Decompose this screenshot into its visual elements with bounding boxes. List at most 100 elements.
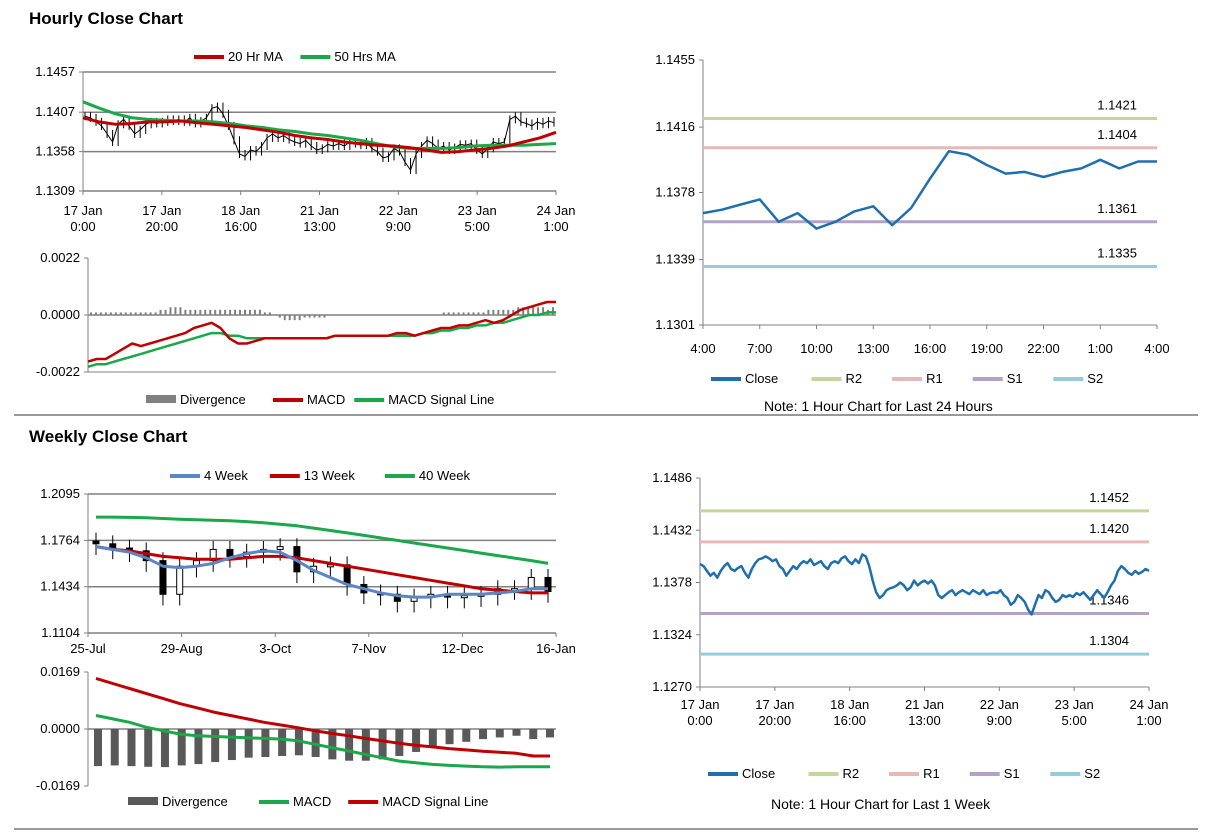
divergence-bar: [308, 315, 311, 318]
series-13-week: [95, 545, 548, 595]
x-tick-label: 20:00: [146, 219, 179, 234]
y-tick-label: 1.1432: [652, 522, 692, 537]
divergence-bar: [129, 312, 132, 315]
x-tick-label: 17 Jan: [755, 697, 794, 712]
legend-swatch: [146, 395, 176, 403]
divergence-bar: [479, 729, 488, 740]
y-tick-label: 1.1104: [41, 625, 80, 640]
divergence-bar: [407, 315, 410, 316]
divergence-bar: [552, 307, 554, 315]
level-r2-label: 1.1452: [1089, 490, 1129, 505]
divergence-bar: [288, 315, 291, 321]
y-tick-label: 1.1358: [35, 144, 75, 159]
x-tick-label: 1:00: [1136, 713, 1161, 728]
divergence-bar: [497, 309, 500, 315]
divergence-bar: [127, 729, 136, 767]
divergence-bar: [229, 309, 232, 315]
x-tick-label: 12-Dec: [441, 641, 483, 656]
divergence-bar: [209, 309, 212, 315]
divergence-bar: [502, 309, 505, 315]
y-tick-label: 1.1764: [40, 532, 80, 547]
legend-label: R1: [926, 371, 943, 386]
x-tick-label: 18 Jan: [830, 697, 869, 712]
macd-signal-line: [95, 676, 550, 758]
x-tick-label: 23 Jan: [458, 203, 497, 218]
divergence-bar: [160, 729, 169, 768]
divergence-bar: [90, 312, 92, 315]
x-tick-label: 9:00: [386, 219, 411, 234]
divergence-bar: [174, 307, 177, 315]
divergence-bar: [537, 307, 540, 315]
divergence-bar: [194, 729, 203, 765]
y-tick-label: 1.1416: [655, 119, 695, 134]
x-tick-label: 22 Jan: [980, 697, 1019, 712]
weekly-candle-body: [159, 560, 167, 595]
divergence-bar: [144, 312, 147, 315]
divergence-bar: [482, 312, 485, 315]
series-20hr-ma: [82, 116, 557, 154]
divergence-bar: [219, 309, 222, 315]
hourly-section-title: Hourly Close Chart: [29, 9, 183, 28]
y-tick-label: 0.0169: [40, 664, 80, 679]
legend-label: R2: [843, 766, 860, 781]
x-tick-label: 24 Jan: [1129, 697, 1168, 712]
legend-label: S1: [1004, 766, 1020, 781]
hourly-macd-chart: 0.0022 0.0000 -0.0022 Divergence MACD MACD Si…: [36, 250, 556, 407]
divergence-bar: [268, 312, 271, 315]
divergence-bar: [467, 312, 470, 315]
section-divider: [14, 414, 1198, 416]
divergence-bar: [428, 729, 437, 748]
close-series-line: [699, 553, 1150, 616]
y-tick-label: 1.1301: [655, 317, 695, 332]
divergence-bar: [199, 309, 202, 315]
divergence-bar: [432, 315, 435, 316]
level-s2-label: 1.1335: [1097, 245, 1137, 260]
weekly-candle-body: [109, 543, 117, 549]
divergence-bar: [358, 315, 361, 316]
legend-label: 13 Week: [304, 468, 356, 483]
divergence-bar: [378, 315, 381, 316]
y-tick-label: -0.0169: [36, 778, 80, 793]
y-tick-label: 1.1339: [655, 252, 695, 267]
divergence-bar: [328, 729, 337, 760]
divergence-bar: [258, 309, 261, 315]
divergence-bar: [211, 729, 220, 763]
x-tick-label: 16:00: [914, 341, 947, 356]
divergence-bar: [532, 307, 535, 315]
hourly-levels-chart: 1.1455 1.1416 1.1378 1.1339 1.1301 4:00 7:00 10…: [655, 52, 1169, 386]
level-r2-label: 1.1421: [1097, 98, 1137, 113]
divergence-bar: [546, 729, 554, 738]
divergence-bar: [427, 315, 430, 316]
divergence-bar: [462, 312, 465, 315]
divergence-bar: [462, 729, 471, 742]
legend-label: S2: [1087, 371, 1103, 386]
legend-label: Divergence: [162, 794, 228, 809]
divergence-bar: [398, 315, 400, 316]
divergence-bar: [363, 315, 366, 316]
divergence-bar: [244, 309, 246, 315]
level-r1-label: 1.1404: [1097, 127, 1137, 142]
x-tick-label: 16-Jan: [536, 641, 576, 656]
divergence-bar: [244, 729, 253, 758]
divergence-bar: [248, 309, 251, 315]
divergence-bar: [507, 309, 510, 315]
divergence-bar: [457, 312, 460, 315]
weekly-candle-body: [92, 540, 100, 545]
legend-label: Divergence: [180, 392, 246, 407]
divergence-bar: [328, 315, 331, 316]
divergence-bar: [224, 309, 227, 315]
divergence-bar: [283, 315, 286, 321]
divergence-bar: [495, 729, 504, 738]
divergence-bar: [383, 315, 386, 316]
divergence-bar: [512, 309, 515, 315]
divergence-bar: [445, 729, 454, 745]
weekly-section-title: Weekly Close Chart: [29, 427, 188, 446]
x-tick-label: 19:00: [970, 341, 1003, 356]
x-tick-label: 0:00: [70, 219, 95, 234]
divergence-bar: [447, 312, 450, 315]
legend-label: R2: [846, 371, 863, 386]
x-tick-label: 4:00: [1144, 341, 1169, 356]
macd-line: [87, 300, 556, 363]
divergence-bar: [353, 315, 356, 316]
